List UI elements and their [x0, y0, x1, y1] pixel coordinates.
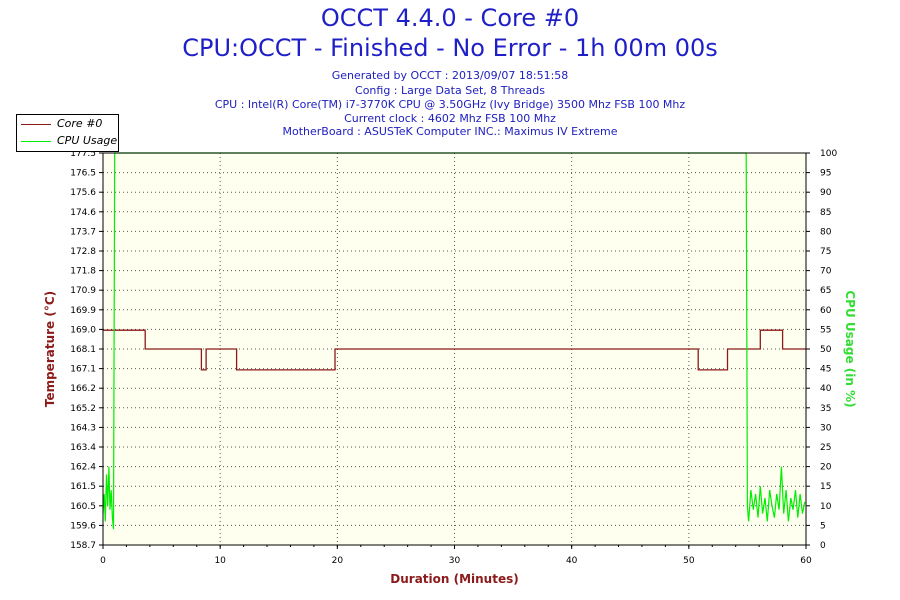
y-right-tick-label: 85: [820, 208, 831, 218]
info-generated: Generated by OCCT : 2013/09/07 18:51:58: [331, 69, 569, 82]
y-right-tick-label: 55: [820, 325, 831, 335]
series-line-core0: [103, 329, 806, 371]
y-left-tick-label: 161.5: [70, 482, 96, 492]
y-right-tick-label: 10: [820, 502, 832, 512]
y-right-tick-label: 80: [820, 227, 832, 237]
x-tick-label: 60: [800, 556, 812, 566]
chart-title: OCCT 4.4.0 - Core #0: [320, 4, 580, 32]
y-right-tick-label: 60: [820, 306, 832, 316]
y-right-tick-label: 40: [820, 384, 832, 394]
legend-swatch-core0: [21, 124, 51, 125]
y-right-axis-title: CPU Usage (in %): [843, 290, 857, 407]
legend-item-cpu-usage: CPU Usage: [17, 133, 118, 149]
x-tick-label: 0: [100, 556, 106, 566]
y-left-tick-label: 167.1: [70, 365, 96, 375]
y-left-tick-label: 169.9: [70, 306, 96, 316]
y-left-tick-label: 175.6: [70, 188, 96, 198]
y-right-tick-label: 50: [820, 345, 832, 355]
info-config: Config : Large Data Set, 8 Threads: [355, 84, 545, 97]
y-right-tick-label: 75: [820, 247, 831, 257]
y-right-tick-label: 90: [820, 188, 832, 198]
x-tick-label: 40: [566, 556, 578, 566]
y-right-tick-label: 45: [820, 365, 831, 375]
y-right-tick-label: 5: [820, 521, 826, 531]
y-left-tick-label: 164.3: [70, 423, 96, 433]
y-left-tick-label: 163.4: [70, 443, 96, 453]
y-left-tick-label: 165.2: [70, 404, 96, 414]
y-right-tick-label: 65: [820, 286, 831, 296]
y-left-tick-label: 158.7: [70, 541, 96, 551]
plot-border: [102, 152, 807, 546]
y-left-tick-label: 171.8: [70, 267, 96, 277]
y-left-tick-label: 166.2: [70, 384, 96, 394]
y-right-tick-label: 35: [820, 404, 831, 414]
x-axis-title: Duration (Minutes): [390, 572, 518, 586]
y-left-tick-label: 159.6: [70, 521, 96, 531]
y-left-tick-label: 177.5: [70, 149, 96, 159]
legend: Core #0 CPU Usage: [16, 114, 119, 152]
legend-label-core0: Core #0: [57, 117, 103, 130]
y-left-axis-title: Temperature (°C): [43, 291, 57, 407]
x-tick-label: 30: [449, 556, 461, 566]
y-left-tick-label: 176.5: [70, 169, 96, 179]
legend-item-core0: Core #0: [17, 116, 118, 132]
y-left-tick-label: 162.4: [70, 463, 96, 473]
y-right-tick-label: 25: [820, 443, 831, 453]
y-right-tick-label: 15: [820, 482, 831, 492]
y-left-tick-label: 169.0: [70, 325, 96, 335]
y-left-tick-label: 173.7: [70, 227, 96, 237]
y-left-tick-label: 172.8: [70, 247, 96, 257]
legend-label-cpu-usage: CPU Usage: [57, 134, 118, 147]
y-right-tick-label: 30: [820, 423, 832, 433]
y-left-tick-label: 168.1: [70, 345, 96, 355]
x-tick-label: 10: [214, 556, 226, 566]
x-tick-label: 50: [683, 556, 695, 566]
y-right-tick-label: 95: [820, 169, 831, 179]
info-cpu: CPU : Intel(R) Core(TM) i7-3770K CPU @ 3…: [214, 98, 686, 111]
y-right-tick-label: 100: [820, 149, 837, 159]
y-left-tick-label: 174.6: [70, 208, 96, 218]
y-left-tick-label: 170.9: [70, 286, 96, 296]
x-tick-label: 20: [332, 556, 344, 566]
y-left-tick-label: 160.5: [70, 502, 96, 512]
y-right-tick-label: 0: [820, 541, 826, 551]
y-right-tick-label: 20: [820, 463, 832, 473]
chart-subtitle: CPU:OCCT - Finished - No Error - 1h 00m …: [182, 34, 718, 62]
info-motherboard: MotherBoard : ASUSTeK Computer INC.: Max…: [282, 125, 618, 138]
info-clock: Current clock : 4602 Mhz FSB 100 Mhz: [344, 112, 556, 125]
series-line-cpu-usage: [102, 152, 806, 530]
y-right-tick-label: 70: [820, 267, 832, 277]
legend-swatch-cpu-usage: [21, 141, 51, 142]
